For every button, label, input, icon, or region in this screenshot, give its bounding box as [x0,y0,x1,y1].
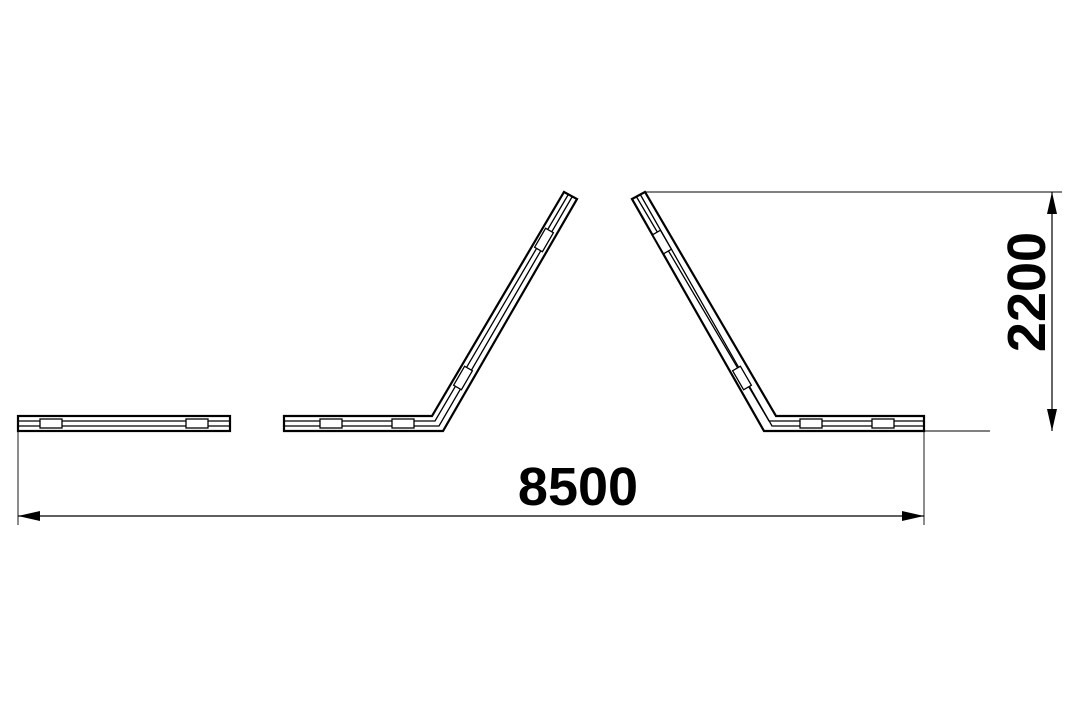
bench-leg-pad [871,418,895,429]
height-dimension: 2200 [645,191,1062,432]
height-dimension-label: 2200 [997,232,1057,352]
bench-leg-pad [533,227,555,253]
bench-leg-pad [39,418,63,429]
width-dimension: 8500 [17,431,925,525]
width-dimension-label: 8500 [518,457,638,517]
bench-leg-pad [391,418,415,429]
bench-leg-pad [319,418,343,429]
bench-leg-pad [731,365,753,391]
arrowhead-right [902,511,924,521]
right-angled-bench-segment [630,190,926,433]
arrowhead-top [1047,192,1057,214]
bench-leg-pad [799,418,823,429]
flat-bench-segment [16,414,232,433]
bench-leg-pad [452,365,474,391]
arrowhead-bottom [1047,409,1057,431]
arrowhead-left [18,511,40,521]
bench-leg-pad [185,418,209,429]
left-angled-bench-segment [282,190,579,433]
bench-leg-pad [651,229,673,255]
